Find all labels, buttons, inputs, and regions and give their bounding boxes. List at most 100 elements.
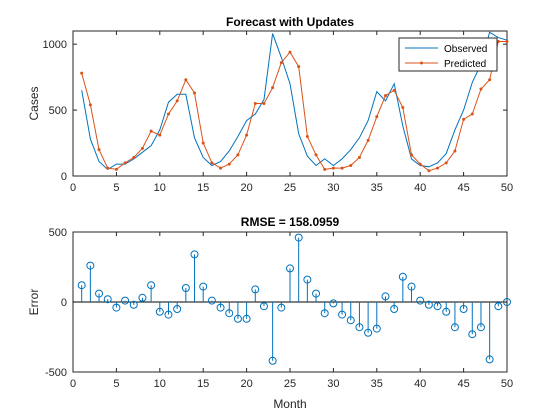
forecast-legend: Observed Predicted <box>398 37 498 72</box>
error-y-tick-label: 0 <box>61 297 67 309</box>
forecast-x-tick-label: 15 <box>197 182 209 194</box>
series-point-predicted <box>366 138 370 142</box>
error-stem-marker <box>259 302 268 311</box>
series-point-predicted <box>245 133 249 137</box>
error-y-axis-label: Error <box>27 289 41 316</box>
error-stem-marker <box>173 305 182 313</box>
error-stem-marker <box>181 284 190 292</box>
forecast-series <box>80 31 509 173</box>
error-x-tick-label: 0 <box>70 378 76 390</box>
series-point-predicted <box>314 153 318 157</box>
error-x-tick-label: 50 <box>501 378 513 390</box>
series-point-predicted <box>462 117 466 121</box>
series-point-predicted <box>444 161 448 165</box>
series-point-predicted <box>279 61 283 65</box>
error-y-tick-label: 500 <box>49 227 67 239</box>
error-x-tick-label: 40 <box>414 378 426 390</box>
series-point-predicted <box>297 65 301 69</box>
error-stem-marker <box>95 289 104 298</box>
series-point-predicted <box>114 167 118 171</box>
error-stem-marker <box>442 307 451 316</box>
error-stem-marker <box>121 296 130 305</box>
series-point-predicted <box>349 163 353 167</box>
error-chart: RMSE = 158.0959 Error Month 0 5 10 15 20 25 30… <box>27 215 513 411</box>
error-stem-marker <box>190 250 199 259</box>
series-point-predicted <box>106 166 110 170</box>
error-stem-marker <box>303 275 312 284</box>
series-point-predicted <box>140 146 144 150</box>
forecast-x-tick-label: 40 <box>414 182 426 194</box>
error-stems <box>77 233 511 365</box>
error-x-tick-label: 25 <box>284 378 296 390</box>
series-point-predicted <box>210 161 214 165</box>
error-x-axis-label: Month <box>273 397 306 411</box>
error-stem-marker <box>242 314 251 323</box>
error-stem-marker <box>398 272 407 281</box>
error-stem-marker <box>416 296 425 305</box>
error-stem-marker <box>251 285 260 294</box>
series-point-predicted <box>488 78 492 82</box>
series-point-predicted <box>201 141 205 145</box>
error-x-tick-label: 45 <box>457 378 469 390</box>
error-stem-marker <box>424 300 433 309</box>
error-stem-marker <box>129 300 138 309</box>
error-stem-marker <box>225 309 234 318</box>
legend-predicted-label: Predicted <box>444 59 486 70</box>
series-point-predicted <box>410 153 414 157</box>
series-point-predicted <box>383 94 387 98</box>
error-stem-marker <box>147 281 156 290</box>
error-stem-marker <box>459 305 468 313</box>
series-point-predicted <box>158 133 162 137</box>
legend-box <box>398 37 498 72</box>
series-point-predicted <box>357 156 361 160</box>
series-point-predicted <box>149 129 153 133</box>
series-point-predicted <box>80 71 84 75</box>
series-point-predicted <box>470 112 474 116</box>
error-stem-marker <box>407 282 416 291</box>
series-point-predicted <box>375 115 379 119</box>
series-point-predicted <box>505 40 509 44</box>
series-point-predicted <box>305 134 309 138</box>
error-stem-marker <box>364 328 373 337</box>
series-point-predicted <box>427 169 431 173</box>
series-point-predicted <box>193 91 197 95</box>
forecast-x-tick-label: 0 <box>70 182 76 194</box>
series-point-predicted <box>175 99 179 103</box>
series-point-predicted <box>97 148 101 152</box>
series-point-predicted <box>436 166 440 170</box>
forecast-x-tick-label: 50 <box>501 182 513 194</box>
error-stem-marker <box>103 295 112 304</box>
series-point-predicted <box>323 167 327 171</box>
series-point-predicted <box>392 88 396 92</box>
legend-observed-label: Observed <box>444 44 487 55</box>
series-point-predicted <box>262 102 266 105</box>
forecast-title: Forecast with Updates <box>226 15 354 29</box>
error-stem-marker <box>286 264 294 273</box>
error-stem-marker <box>277 303 286 312</box>
forecast-y-axis-label: Cases <box>27 86 41 120</box>
error-y-tick-label: -500 <box>45 367 67 379</box>
error-stem-marker <box>355 323 364 332</box>
forecast-x-tick-label: 10 <box>154 182 166 194</box>
series-point-predicted <box>166 112 170 116</box>
error-stem-marker <box>329 299 338 308</box>
error-title: RMSE = 158.0959 <box>241 215 340 229</box>
series-point-predicted <box>123 161 127 165</box>
forecast-x-tick-label: 20 <box>240 182 252 194</box>
forecast-x-ticks: 0 5 10 15 20 25 30 35 40 45 50 <box>70 31 513 194</box>
series-point-predicted <box>88 103 92 107</box>
series-point-predicted <box>340 166 344 170</box>
error-stem-marker <box>294 233 303 242</box>
error-stem-marker <box>338 310 347 319</box>
series-point-predicted <box>418 162 422 166</box>
error-stem-marker <box>372 324 381 333</box>
error-stem-marker <box>207 296 216 305</box>
forecast-x-tick-label: 35 <box>371 182 383 194</box>
series-point-predicted <box>331 166 335 170</box>
series-point-predicted <box>401 105 405 109</box>
error-stem-marker <box>112 303 121 312</box>
error-stem-marker <box>199 282 208 291</box>
error-stem-marker <box>216 303 225 312</box>
error-stem-marker <box>312 289 321 298</box>
